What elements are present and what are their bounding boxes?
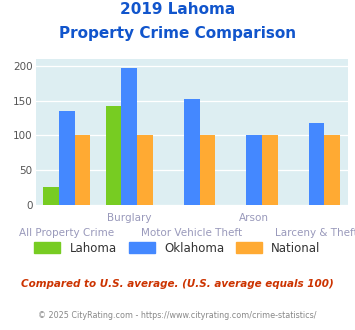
Text: 2019 Lahoma: 2019 Lahoma <box>120 2 235 16</box>
Bar <box>106 106 121 205</box>
Bar <box>43 187 59 205</box>
Text: Motor Vehicle Theft: Motor Vehicle Theft <box>141 228 242 238</box>
Bar <box>200 135 215 205</box>
Text: All Property Crime: All Property Crime <box>19 228 114 238</box>
Text: © 2025 CityRating.com - https://www.cityrating.com/crime-statistics/: © 2025 CityRating.com - https://www.city… <box>38 311 317 320</box>
Bar <box>246 135 262 205</box>
Bar <box>324 135 340 205</box>
Bar <box>75 135 90 205</box>
Text: Arson: Arson <box>239 213 269 223</box>
Text: Burglary: Burglary <box>107 213 152 223</box>
Bar <box>121 68 137 205</box>
Legend: Lahoma, Oklahoma, National: Lahoma, Oklahoma, National <box>29 237 326 259</box>
Bar <box>262 135 278 205</box>
Bar <box>137 135 153 205</box>
Text: Larceny & Theft: Larceny & Theft <box>275 228 355 238</box>
Bar <box>184 99 200 205</box>
Bar <box>59 111 75 205</box>
Text: Compared to U.S. average. (U.S. average equals 100): Compared to U.S. average. (U.S. average … <box>21 279 334 289</box>
Text: Property Crime Comparison: Property Crime Comparison <box>59 26 296 41</box>
Bar <box>309 123 324 205</box>
